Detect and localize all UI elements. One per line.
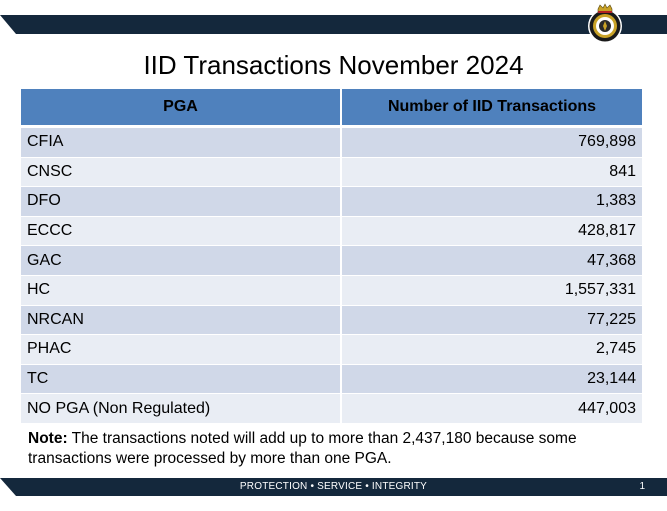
transactions-cell: 2,745 [341, 334, 642, 365]
pga-cell: CNSC [21, 157, 342, 188]
pga-cell: PHAC [21, 334, 342, 365]
transactions-cell: 47,368 [341, 245, 642, 276]
page-number: 1 [639, 481, 645, 492]
transactions-cell: 77,225 [341, 305, 642, 336]
pga-cell: ECCC [21, 216, 342, 247]
transactions-cell: 841 [341, 157, 642, 188]
pga-cell: NO PGA (Non Regulated) [21, 393, 342, 424]
top-banner [0, 15, 667, 34]
slide-title: IID Transactions November 2024 [143, 50, 524, 80]
transactions-cell: 428,817 [341, 216, 642, 247]
table-row: NO PGA (Non Regulated) 447,003 [21, 393, 642, 424]
table-row: CNSC 841 [21, 157, 642, 188]
transactions-cell: 447,003 [341, 393, 642, 424]
transactions-cell: 23,144 [341, 364, 642, 395]
table-row: DFO 1,383 [21, 186, 642, 217]
table-row: HC 1,557,331 [21, 275, 642, 306]
pga-cell: NRCAN [21, 305, 342, 336]
pga-cell: HC [21, 275, 342, 306]
note-text: Note: The transactions noted will add up… [28, 429, 628, 469]
table-row: CFIA 769,898 [21, 126, 642, 158]
bottom-banner [0, 478, 667, 496]
table-row: GAC 47,368 [21, 245, 642, 276]
pga-cell: DFO [21, 186, 342, 217]
table-row: PHAC 2,745 [21, 334, 642, 365]
footer-motto: PROTECTION • SERVICE • INTEGRITY [239, 481, 428, 492]
table-header-row: PGA Number of IID Transactions [21, 89, 642, 128]
note-body: The transactions noted will add up to mo… [28, 430, 577, 467]
iid-transactions-table: PGA Number of IID Transactions CFIA 769,… [21, 89, 642, 424]
transactions-cell: 769,898 [341, 126, 642, 158]
note-label: Note: [28, 430, 68, 447]
pga-cell: GAC [21, 245, 342, 276]
table-row: NRCAN 77,225 [21, 305, 642, 336]
header-pga: PGA [21, 89, 342, 128]
header-transactions: Number of IID Transactions [341, 89, 642, 128]
pga-cell: CFIA [21, 126, 342, 158]
transactions-cell: 1,383 [341, 186, 642, 217]
pga-cell: TC [21, 364, 342, 395]
transactions-cell: 1,557,331 [341, 275, 642, 306]
table-row: ECCC 428,817 [21, 216, 642, 247]
table-row: TC 23,144 [21, 364, 642, 395]
cbsa-crest-icon [585, 2, 625, 46]
